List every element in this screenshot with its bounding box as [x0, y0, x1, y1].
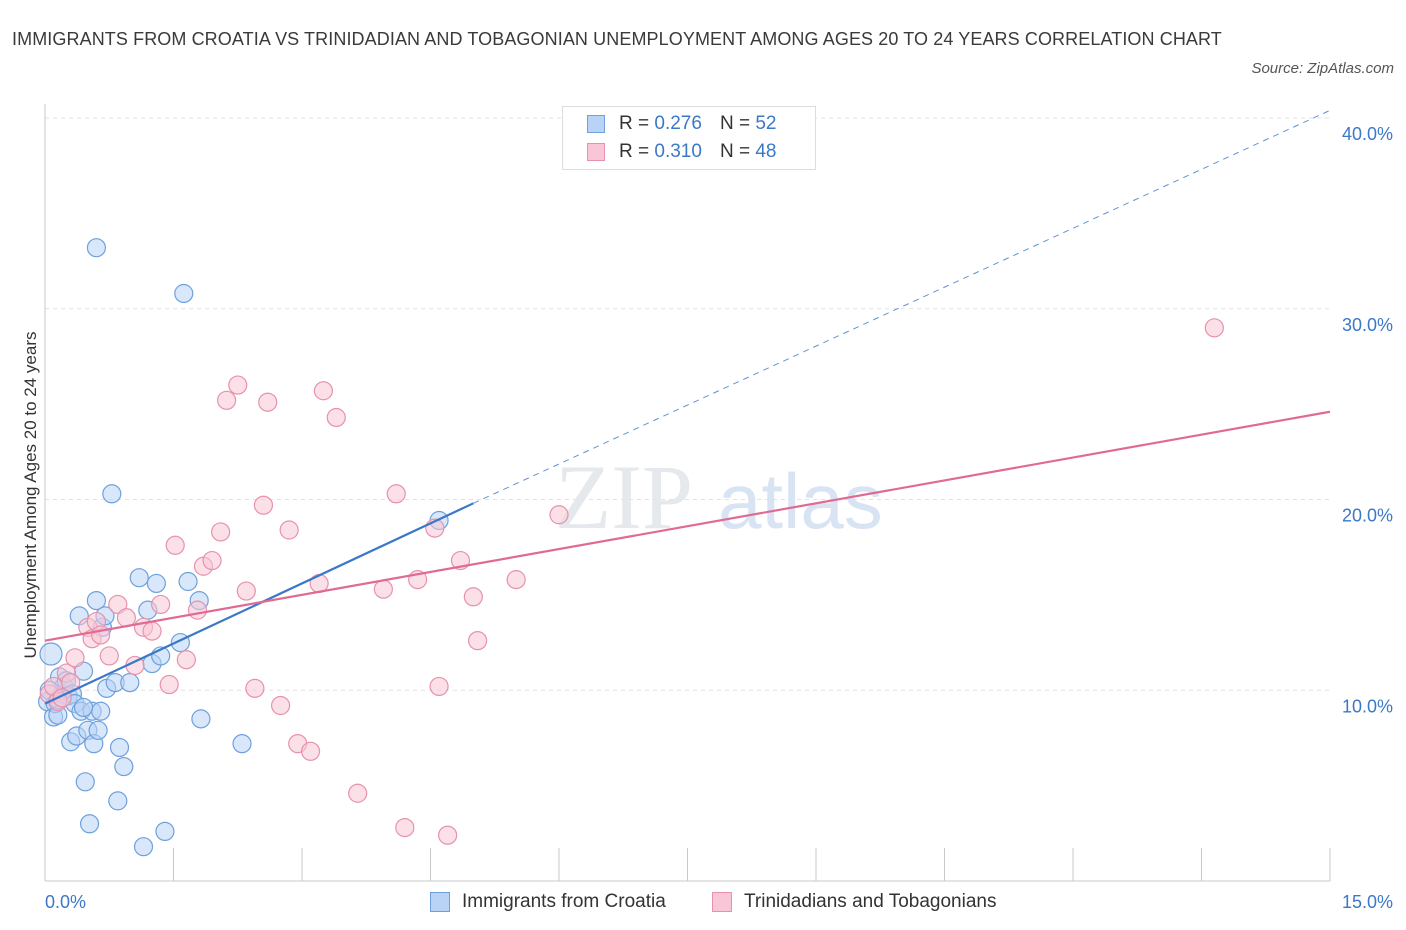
legend-row-croatia: R = 0.276 N = 52	[587, 111, 776, 137]
trend-line-trinidad	[44, 410, 1331, 642]
data-point-trinidad	[245, 678, 265, 698]
x-tick-label: 15.0%	[1342, 892, 1393, 912]
n-value: 48	[755, 141, 777, 162]
r-label: R =	[619, 141, 650, 162]
data-point-trinidad	[429, 676, 449, 697]
data-point-trinidad	[159, 674, 179, 695]
data-point-croatia	[120, 673, 140, 693]
data-point-trinidad	[326, 407, 346, 428]
data-point-croatia	[114, 756, 134, 777]
y-tick-label: 40.0%	[1342, 124, 1393, 144]
legend-swatch-blue	[430, 892, 450, 912]
data-point-trinidad	[549, 505, 569, 525]
data-point-trinidad	[279, 520, 299, 540]
legend-item-trinidad: Trinidadians and Tobagonians	[712, 888, 996, 916]
x-tick-label: 0.0%	[45, 892, 86, 912]
watermark-atlas: atlas	[718, 457, 883, 545]
legend-label: Immigrants from Croatia	[462, 891, 666, 912]
data-point-trinidad	[270, 695, 291, 716]
source-label: Source: ZipAtlas.com	[1251, 60, 1394, 77]
data-point-trinidad	[386, 484, 406, 504]
data-point-trinidad	[151, 594, 171, 615]
watermark: ZIP atlas	[555, 446, 883, 548]
data-point-trinidad	[176, 650, 196, 670]
data-point-croatia	[109, 737, 130, 758]
y-tick-label: 10.0%	[1342, 696, 1393, 716]
data-point-croatia	[232, 734, 252, 754]
data-point-croatia	[86, 590, 107, 611]
data-point-trinidad	[211, 522, 231, 542]
r-value: 0.310	[654, 141, 702, 162]
data-point-croatia	[174, 283, 194, 304]
data-point-croatia	[75, 772, 95, 792]
data-point-trinidad	[313, 381, 334, 401]
n-label: N =	[719, 113, 751, 134]
data-point-trinidad	[108, 594, 128, 615]
data-point-trinidad	[236, 581, 256, 601]
y-tick-label: 30.0%	[1342, 315, 1393, 335]
n-value: 52	[755, 113, 777, 134]
y-tick-label: 20.0%	[1342, 506, 1393, 526]
data-point-trinidad	[348, 783, 368, 803]
data-point-trinidad	[228, 375, 248, 395]
trend-lines	[473, 109, 1331, 504]
data-point-croatia	[133, 837, 154, 857]
watermark-zip: ZIP	[555, 446, 693, 548]
data-point-trinidad	[202, 550, 222, 571]
data-point-trinidad	[463, 587, 483, 607]
data-point-croatia	[91, 701, 111, 721]
data-point-croatia	[88, 720, 108, 740]
y-axis-label: Unemployment Among Ages 20 to 24 years	[21, 331, 40, 659]
data-point-croatia	[39, 642, 63, 666]
axes	[44, 104, 1331, 882]
data-point-croatia	[73, 697, 94, 718]
r-value: 0.276	[654, 113, 702, 134]
legend-swatch-pink	[587, 143, 605, 161]
data-point-croatia	[108, 791, 128, 811]
data-point-trinidad	[99, 646, 119, 666]
data-point-trinidad	[253, 495, 274, 515]
data-point-trinidad	[1204, 318, 1224, 338]
data-point-trinidad	[373, 579, 393, 599]
data-point-trinidad	[65, 648, 85, 668]
data-point-trinidad	[395, 817, 415, 838]
legend-label: Trinidadians and Tobagonians	[744, 891, 997, 912]
correlation-legend: R = 0.276 N = 52 R = 0.310 N = 48	[562, 106, 816, 170]
data-point-trinidad	[300, 741, 321, 761]
data-point-trinidad	[217, 390, 237, 410]
data-point-trinidad	[142, 621, 162, 641]
chart-title: IMMIGRANTS FROM CROATIA VS TRINIDADIAN A…	[12, 29, 1222, 49]
data-point-trinidad	[165, 535, 185, 555]
data-point-trinidad	[468, 631, 488, 651]
data-point-croatia	[79, 814, 100, 834]
data-point-trinidad	[258, 392, 278, 412]
data-points	[37, 238, 1331, 857]
data-point-croatia	[146, 573, 166, 594]
tick-labels: 10.0% 20.0% 30.0% 40.0% 0.0% 15.0%	[45, 124, 1393, 912]
r-label: R =	[619, 113, 650, 134]
data-point-croatia	[102, 484, 122, 504]
legend-row-trinidad: R = 0.310 N = 48	[587, 139, 776, 165]
data-point-croatia	[86, 238, 107, 258]
n-label: N =	[719, 141, 751, 162]
grid-lines	[45, 117, 1330, 691]
trend-line-croatia-extension	[473, 109, 1331, 504]
data-point-croatia	[191, 709, 211, 729]
data-point-trinidad	[438, 825, 458, 845]
legend-item-croatia: Immigrants from Croatia	[430, 888, 666, 916]
data-point-trinidad	[187, 600, 208, 620]
data-point-croatia	[129, 568, 149, 588]
legend-swatch-blue	[587, 115, 605, 133]
legend-swatch-pink	[712, 892, 732, 912]
data-point-croatia	[178, 571, 198, 592]
data-point-croatia	[155, 821, 175, 842]
data-point-trinidad	[506, 570, 526, 590]
